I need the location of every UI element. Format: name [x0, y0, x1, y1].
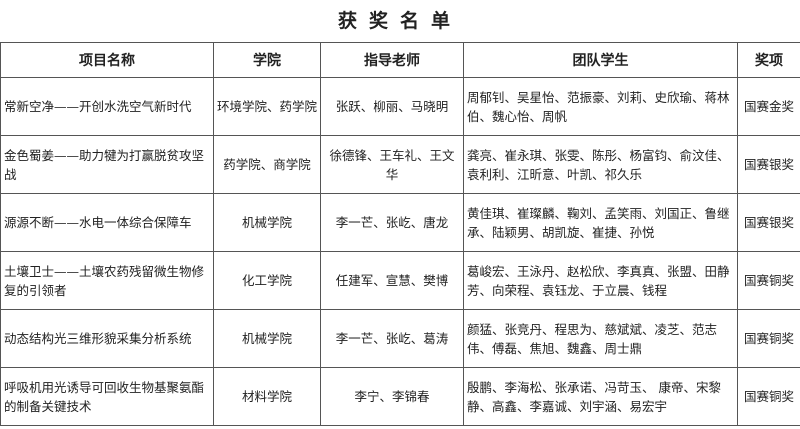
table-row: 源源不断——水电一体综合保障车 机械学院 李一芒、张屹、唐龙 黄佳琪、崔璨麟、鞠刘、孟… [0, 193, 800, 252]
cell-award: 国赛铜奖 [737, 309, 800, 368]
cell-project: 源源不断——水电一体综合保障车 [0, 193, 214, 252]
cell-advisors: 李一芒、张屹、唐龙 [320, 193, 464, 252]
cell-advisors: 李宁、李锦春 [320, 367, 464, 426]
cell-project: 土壤卫士——土壤农药残留微生物修复的引领者 [0, 251, 214, 310]
cell-college: 材料学院 [213, 367, 321, 426]
header-students: 团队学生 [463, 42, 738, 78]
cell-students: 葛峻宏、王泳丹、赵松欣、李真真、张盟、田静芳、向荣程、袁钰龙、于立晨、钱程 [463, 251, 738, 310]
cell-award: 国赛铜奖 [737, 367, 800, 426]
header-project: 项目名称 [0, 42, 214, 78]
table-header-row: 项目名称 学院 指导老师 团队学生 奖项 [0, 42, 800, 78]
table-row: 呼吸机用光诱导可回收生物基聚氨酯的制备关键技术 材料学院 李宁、李锦春 殷鹏、李海松、… [0, 367, 800, 426]
table-row: 常新空净——开创水洗空气新时代 环境学院、药学院 张跃、柳丽、马晓明 周郁钊、吴星怡、… [0, 77, 800, 136]
cell-award: 国赛铜奖 [737, 251, 800, 310]
cell-students: 黄佳琪、崔璨麟、鞠刘、孟笑雨、刘国正、鲁继承、陆颖男、胡凯旋、崔捷、孙悦 [463, 193, 738, 252]
cell-college: 机械学院 [213, 193, 321, 252]
cell-advisors: 李一芒、张屹、葛涛 [320, 309, 464, 368]
cell-award: 国赛银奖 [737, 193, 800, 252]
header-college: 学院 [213, 42, 321, 78]
header-award: 奖项 [737, 42, 800, 78]
cell-college: 药学院、商学院 [213, 135, 321, 194]
cell-project: 金色蜀姜——助力犍为打赢脱贫攻坚战 [0, 135, 214, 194]
cell-college: 化工学院 [213, 251, 321, 310]
cell-students: 颜猛、张竞丹、程思为、慈斌斌、凌芝、范志伟、傅磊、焦旭、魏鑫、周士鼎 [463, 309, 738, 368]
table-row: 动态结构光三维形貌采集分析系统 机械学院 李一芒、张屹、葛涛 颜猛、张竞丹、程思为、慈… [0, 309, 800, 368]
cell-students: 殷鹏、李海松、张承诺、冯苛玉、 康帝、宋黎静、高鑫、李嘉诚、刘宇涵、易宏宇 [463, 367, 738, 426]
cell-college: 机械学院 [213, 309, 321, 368]
cell-students: 周郁钊、吴星怡、范振豪、刘莉、史欣瑜、蒋林伯、魏心怡、周帆 [463, 77, 738, 136]
award-table: 项目名称 学院 指导老师 团队学生 奖项 常新空净——开创水洗空气新时代 环境学院… [0, 42, 800, 426]
page-title: 获奖名单 [337, 10, 462, 32]
cell-project: 呼吸机用光诱导可回收生物基聚氨酯的制备关键技术 [0, 367, 214, 426]
cell-project: 动态结构光三维形貌采集分析系统 [0, 309, 214, 368]
header-advisors: 指导老师 [320, 42, 464, 78]
table-row: 金色蜀姜——助力犍为打赢脱贫攻坚战 药学院、商学院 徐德锋、王车礼、王文华 龚亮、崔永… [0, 135, 800, 194]
cell-advisors: 任建军、宣慧、樊博 [320, 251, 464, 310]
cell-college: 环境学院、药学院 [213, 77, 321, 136]
cell-students: 龚亮、崔永琪、张雯、陈彤、杨富钧、俞汶佳、袁利利、江昕意、叶凯、祁久乐 [463, 135, 738, 194]
cell-advisors: 徐德锋、王车礼、王文华 [320, 135, 464, 194]
cell-advisors: 张跃、柳丽、马晓明 [320, 77, 464, 136]
cell-award: 国赛金奖 [737, 77, 800, 136]
cell-project: 常新空净——开创水洗空气新时代 [0, 77, 214, 136]
cell-award: 国赛银奖 [737, 135, 800, 194]
table-row: 土壤卫士——土壤农药残留微生物修复的引领者 化工学院 任建军、宣慧、樊博 葛峻宏、王泳… [0, 251, 800, 310]
